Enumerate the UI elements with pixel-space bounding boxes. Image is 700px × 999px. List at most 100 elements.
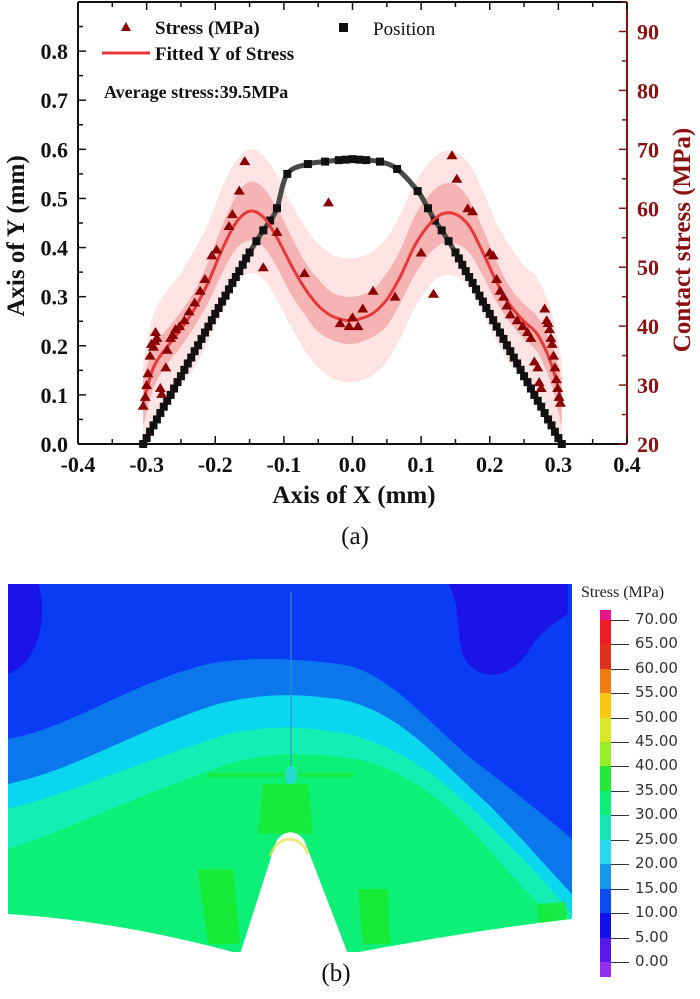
stress-point: [183, 306, 195, 316]
position-point: [468, 278, 477, 287]
colorbar-label: 55.00: [635, 683, 678, 702]
colorbar-swatch: [600, 742, 611, 767]
position-point: [273, 204, 282, 213]
stress-point: [139, 391, 151, 401]
position-point: [266, 216, 275, 225]
position-point: [547, 421, 556, 430]
position-point: [159, 402, 168, 411]
colorbar-label: 70.00: [635, 609, 678, 628]
stress-point: [357, 303, 369, 313]
stress-point: [352, 321, 364, 331]
stress-point: [446, 150, 458, 160]
colorbar-label: 65.00: [635, 634, 678, 653]
y2-tick-label: 70: [637, 137, 659, 162]
chart-a: -0.4 -0.3 -0.2 -0.1 0.0 0.1 0.2 0.3 0.4 0.0 0.1 0.2…: [3, 1, 696, 509]
contour-bottom-fill: [8, 952, 572, 974]
colorbar-tick: [611, 913, 629, 915]
position-point: [214, 303, 223, 312]
colorbar-swatch: [600, 790, 611, 816]
position-point: [496, 328, 505, 337]
position-point: [550, 427, 559, 436]
stress-point: [199, 273, 211, 283]
position-point: [166, 390, 175, 399]
position-point: [506, 347, 515, 356]
stress-point: [553, 391, 565, 401]
stress-point: [174, 321, 186, 331]
legend-fit-label: Fitted Y of Stress: [155, 44, 294, 65]
position-point: [523, 378, 532, 387]
x-tick-label: 0.1: [407, 452, 435, 477]
stress-point: [554, 397, 566, 407]
contour-band-35-40-left-foot: [198, 869, 240, 944]
position-point: [509, 353, 518, 362]
position-point: [544, 415, 553, 424]
colorbar-swatch: [600, 913, 611, 938]
y-axis-title: Axis of Y (mm): [3, 155, 30, 316]
position-point: [207, 316, 216, 325]
x-tick-label: 0.2: [476, 452, 504, 477]
colorbar-swatch: [600, 717, 611, 742]
stress-point: [144, 350, 156, 360]
stress-point: [150, 327, 162, 337]
stress-series: [137, 150, 566, 410]
average-stress-annotation: Average stress:39.5MPa: [104, 82, 288, 102]
position-point: [221, 291, 230, 300]
position-point: [451, 248, 460, 257]
stress-point: [491, 273, 503, 283]
stress-point: [550, 374, 562, 384]
position-point: [413, 187, 422, 196]
stress-point: [367, 285, 379, 295]
position-point: [533, 396, 542, 405]
stress-point: [549, 362, 561, 372]
position-point: [180, 365, 189, 374]
caption-b: (b): [321, 960, 351, 987]
position-point: [489, 316, 498, 325]
stress-point: [542, 318, 554, 328]
stress-point: [206, 250, 218, 260]
colorbar-tick: [611, 937, 629, 939]
position-point: [423, 204, 432, 213]
position-point: [502, 341, 511, 350]
position-series: [139, 155, 566, 448]
x-tick-label: 0.4: [613, 452, 641, 477]
legend-stress-marker: [121, 22, 131, 31]
tick-labels: -0.4 -0.3 -0.2 -0.1 0.0 0.1 0.2 0.3 0.4 0.0 0.1 0.2…: [41, 19, 660, 477]
colorbar-tick: [611, 717, 629, 719]
position-point: [526, 384, 535, 393]
stress-point: [343, 321, 355, 331]
position-point: [218, 297, 227, 306]
stress-point: [151, 332, 163, 342]
stress-point: [539, 303, 551, 313]
contour-notch-highlight: [268, 837, 310, 857]
stress-point: [137, 400, 149, 410]
stress-point: [451, 173, 463, 183]
position-point: [283, 169, 292, 178]
colorbar-tick: [611, 668, 629, 670]
stress-point: [525, 332, 537, 342]
colorbar-label: 60.00: [635, 658, 678, 677]
colorbar-label: 50.00: [635, 707, 678, 726]
position-point: [375, 157, 384, 166]
position-point: [187, 353, 196, 362]
stress-point: [223, 220, 235, 230]
colorbar-tick: [611, 693, 629, 695]
position-point: [231, 273, 240, 282]
stress-point: [298, 268, 310, 278]
contour-band-0-5-right: [448, 584, 568, 675]
y2-tick-label: 80: [637, 78, 659, 103]
position-point: [499, 334, 508, 343]
position-point: [176, 372, 185, 381]
position-point: [204, 322, 213, 331]
stress-point: [239, 156, 251, 166]
colorbar-tick: [611, 790, 629, 792]
colorbar-label: 45.00: [635, 732, 678, 750]
colorbar-swatch: [600, 619, 611, 645]
y-tick-label: 0.4: [41, 236, 69, 261]
y-tick-label: 0.7: [41, 88, 69, 113]
stress-point: [147, 341, 159, 351]
position-point: [362, 156, 371, 165]
position-point: [537, 402, 546, 411]
colorbar-tick: [611, 766, 629, 768]
x-tick-label: -0.4: [61, 452, 96, 477]
colorbar-label: 25.00: [635, 829, 678, 848]
